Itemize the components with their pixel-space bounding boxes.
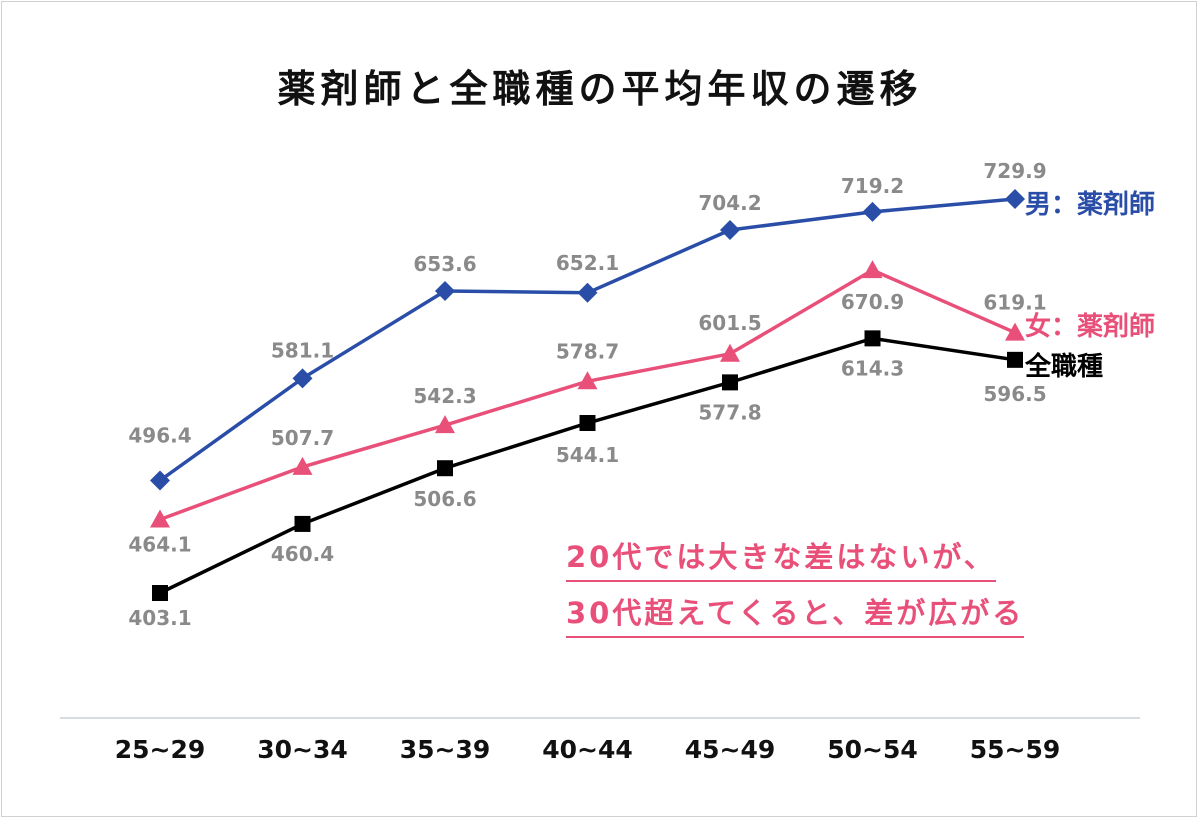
data-label-all: 506.6 — [413, 487, 476, 511]
series-name-female: 女：薬剤師 — [1025, 311, 1155, 342]
data-label-male: 704.2 — [698, 191, 761, 215]
data-label-all: 614.3 — [841, 356, 904, 380]
x-tick-label: 25~29 — [115, 735, 206, 764]
data-label-female: 601.5 — [698, 311, 761, 335]
annotation-underline-2 — [566, 636, 1025, 638]
data-point-female — [150, 509, 170, 528]
data-label-male: 581.1 — [271, 338, 334, 362]
data-label-female: 670.9 — [841, 290, 904, 314]
annotation-line-2: 30代超えてくると、差が広がる — [566, 590, 1025, 638]
data-label-male: 496.4 — [128, 424, 191, 448]
annotation-text-2: 30代超えてくると、差が広がる — [566, 596, 1025, 630]
data-label-all: 596.5 — [983, 382, 1046, 406]
data-label-female: 507.7 — [271, 426, 334, 450]
data-point-male — [862, 201, 883, 222]
x-tick-label: 35~39 — [400, 735, 491, 764]
data-point-female — [435, 415, 455, 434]
data-point-all — [437, 460, 453, 477]
data-point-all — [1007, 351, 1023, 368]
x-tick-label: 40~44 — [542, 735, 633, 764]
annotation-text-1: 20代では大きな差はないが、 — [566, 540, 996, 574]
data-label-all: 460.4 — [271, 542, 334, 566]
series-name-all: 全職種 — [1024, 351, 1103, 382]
series-name-male: 男：薬剤師 — [1025, 189, 1155, 220]
data-label-male: 719.2 — [841, 174, 904, 198]
data-label-female: 464.1 — [128, 532, 191, 556]
data-point-male — [150, 470, 170, 491]
data-point-all — [579, 415, 596, 432]
x-tick-label: 50~54 — [827, 735, 918, 764]
x-tick-label: 55~59 — [970, 735, 1061, 764]
data-point-female — [862, 260, 883, 279]
data-label-all: 544.1 — [556, 443, 619, 467]
data-point-female — [292, 456, 313, 475]
data-point-all — [294, 515, 311, 532]
x-tick-label: 30~34 — [257, 735, 348, 764]
data-label-male: 653.6 — [413, 252, 476, 276]
x-tick-label: 45~49 — [685, 735, 776, 764]
data-label-all: 577.8 — [698, 400, 761, 424]
data-point-female — [720, 343, 740, 362]
data-label-female: 578.7 — [556, 339, 619, 363]
annotation-line-1: 20代では大きな差はないが、 — [566, 534, 996, 582]
data-point-all — [152, 585, 168, 601]
data-label-female: 542.3 — [413, 384, 476, 408]
data-point-male — [1005, 189, 1025, 209]
annotation-underline-1 — [566, 580, 996, 582]
chart-title: 薬剤師と全職種の平均年収の遷移 — [277, 67, 923, 111]
data-label-all: 403.1 — [128, 606, 191, 630]
data-label-male: 729.9 — [983, 159, 1046, 183]
data-point-female — [1005, 322, 1025, 341]
data-label-male: 652.1 — [556, 251, 619, 275]
data-point-male — [435, 280, 455, 301]
data-point-male — [292, 368, 313, 389]
data-point-male — [720, 219, 740, 240]
data-point-male — [577, 282, 598, 303]
data-point-female — [577, 371, 598, 390]
data-point-all — [722, 374, 738, 391]
data-label-female: 619.1 — [983, 291, 1046, 315]
data-point-all — [864, 330, 881, 347]
